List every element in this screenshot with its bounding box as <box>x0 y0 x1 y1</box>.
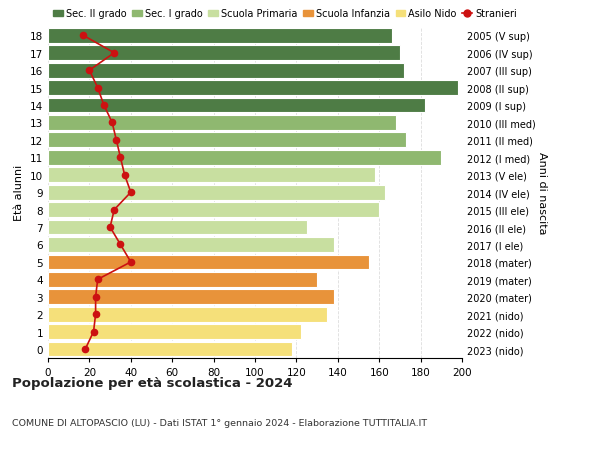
Y-axis label: Età alunni: Età alunni <box>14 165 25 221</box>
Bar <box>48 325 301 339</box>
Bar <box>48 290 334 304</box>
Bar <box>48 238 334 252</box>
Bar <box>48 46 400 61</box>
Bar <box>48 307 328 322</box>
Bar <box>48 342 292 357</box>
Bar <box>48 220 307 235</box>
Bar <box>48 116 396 131</box>
Bar <box>48 168 375 183</box>
Bar <box>48 185 385 200</box>
Bar <box>48 64 404 78</box>
Bar <box>48 272 317 287</box>
Bar <box>48 203 379 218</box>
Text: COMUNE DI ALTOPASCIO (LU) - Dati ISTAT 1° gennaio 2024 - Elaborazione TUTTITALIA: COMUNE DI ALTOPASCIO (LU) - Dati ISTAT 1… <box>12 418 427 427</box>
Legend: Sec. II grado, Sec. I grado, Scuola Primaria, Scuola Infanzia, Asilo Nido, Stran: Sec. II grado, Sec. I grado, Scuola Prim… <box>53 9 517 19</box>
Y-axis label: Anni di nascita: Anni di nascita <box>537 151 547 234</box>
Bar <box>48 98 425 113</box>
Bar <box>48 133 406 148</box>
Bar <box>48 255 369 270</box>
Bar <box>48 81 458 96</box>
Bar <box>48 29 392 44</box>
Bar <box>48 151 441 165</box>
Text: Popolazione per età scolastica - 2024: Popolazione per età scolastica - 2024 <box>12 376 293 389</box>
